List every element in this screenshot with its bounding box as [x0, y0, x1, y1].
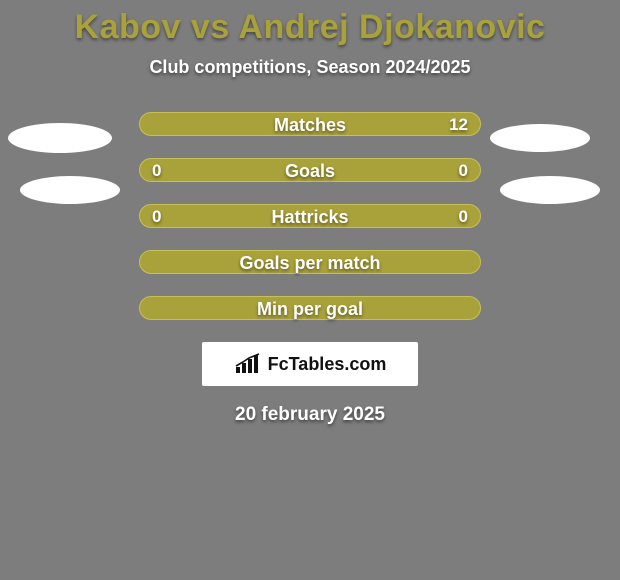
stat-right-value: 0	[459, 159, 468, 183]
stat-row-goals: 0 Goals 0	[139, 158, 481, 182]
stat-row-min-per-goal: Min per goal	[139, 296, 481, 320]
stat-right-value: 0	[459, 205, 468, 229]
bars-icon	[234, 353, 262, 375]
stat-label: Goals per match	[140, 251, 480, 275]
player-ellipse-1	[8, 123, 112, 153]
player-ellipse-2	[490, 124, 590, 152]
stat-label: Hattricks	[140, 205, 480, 229]
stat-row-matches: Matches 12	[139, 112, 481, 136]
stat-label: Matches	[140, 113, 480, 137]
player-ellipse-3	[20, 176, 120, 204]
brand-logo: FcTables.com	[202, 342, 418, 386]
generated-date: 20 february 2025	[0, 404, 620, 426]
brand-name: FcTables.com	[268, 354, 387, 375]
stat-row-goals-per-match: Goals per match	[139, 250, 481, 274]
stat-row-hattricks: 0 Hattricks 0	[139, 204, 481, 228]
player-ellipse-4	[500, 176, 600, 204]
page-title: Kabov vs Andrej Djokanovic	[0, 8, 620, 47]
stat-label: Goals	[140, 159, 480, 183]
stat-right-value: 12	[449, 113, 468, 137]
stat-label: Min per goal	[140, 297, 480, 321]
comparison-card: Kabov vs Andrej Djokanovic Club competit…	[0, 0, 620, 580]
page-subtitle: Club competitions, Season 2024/2025	[0, 57, 620, 78]
